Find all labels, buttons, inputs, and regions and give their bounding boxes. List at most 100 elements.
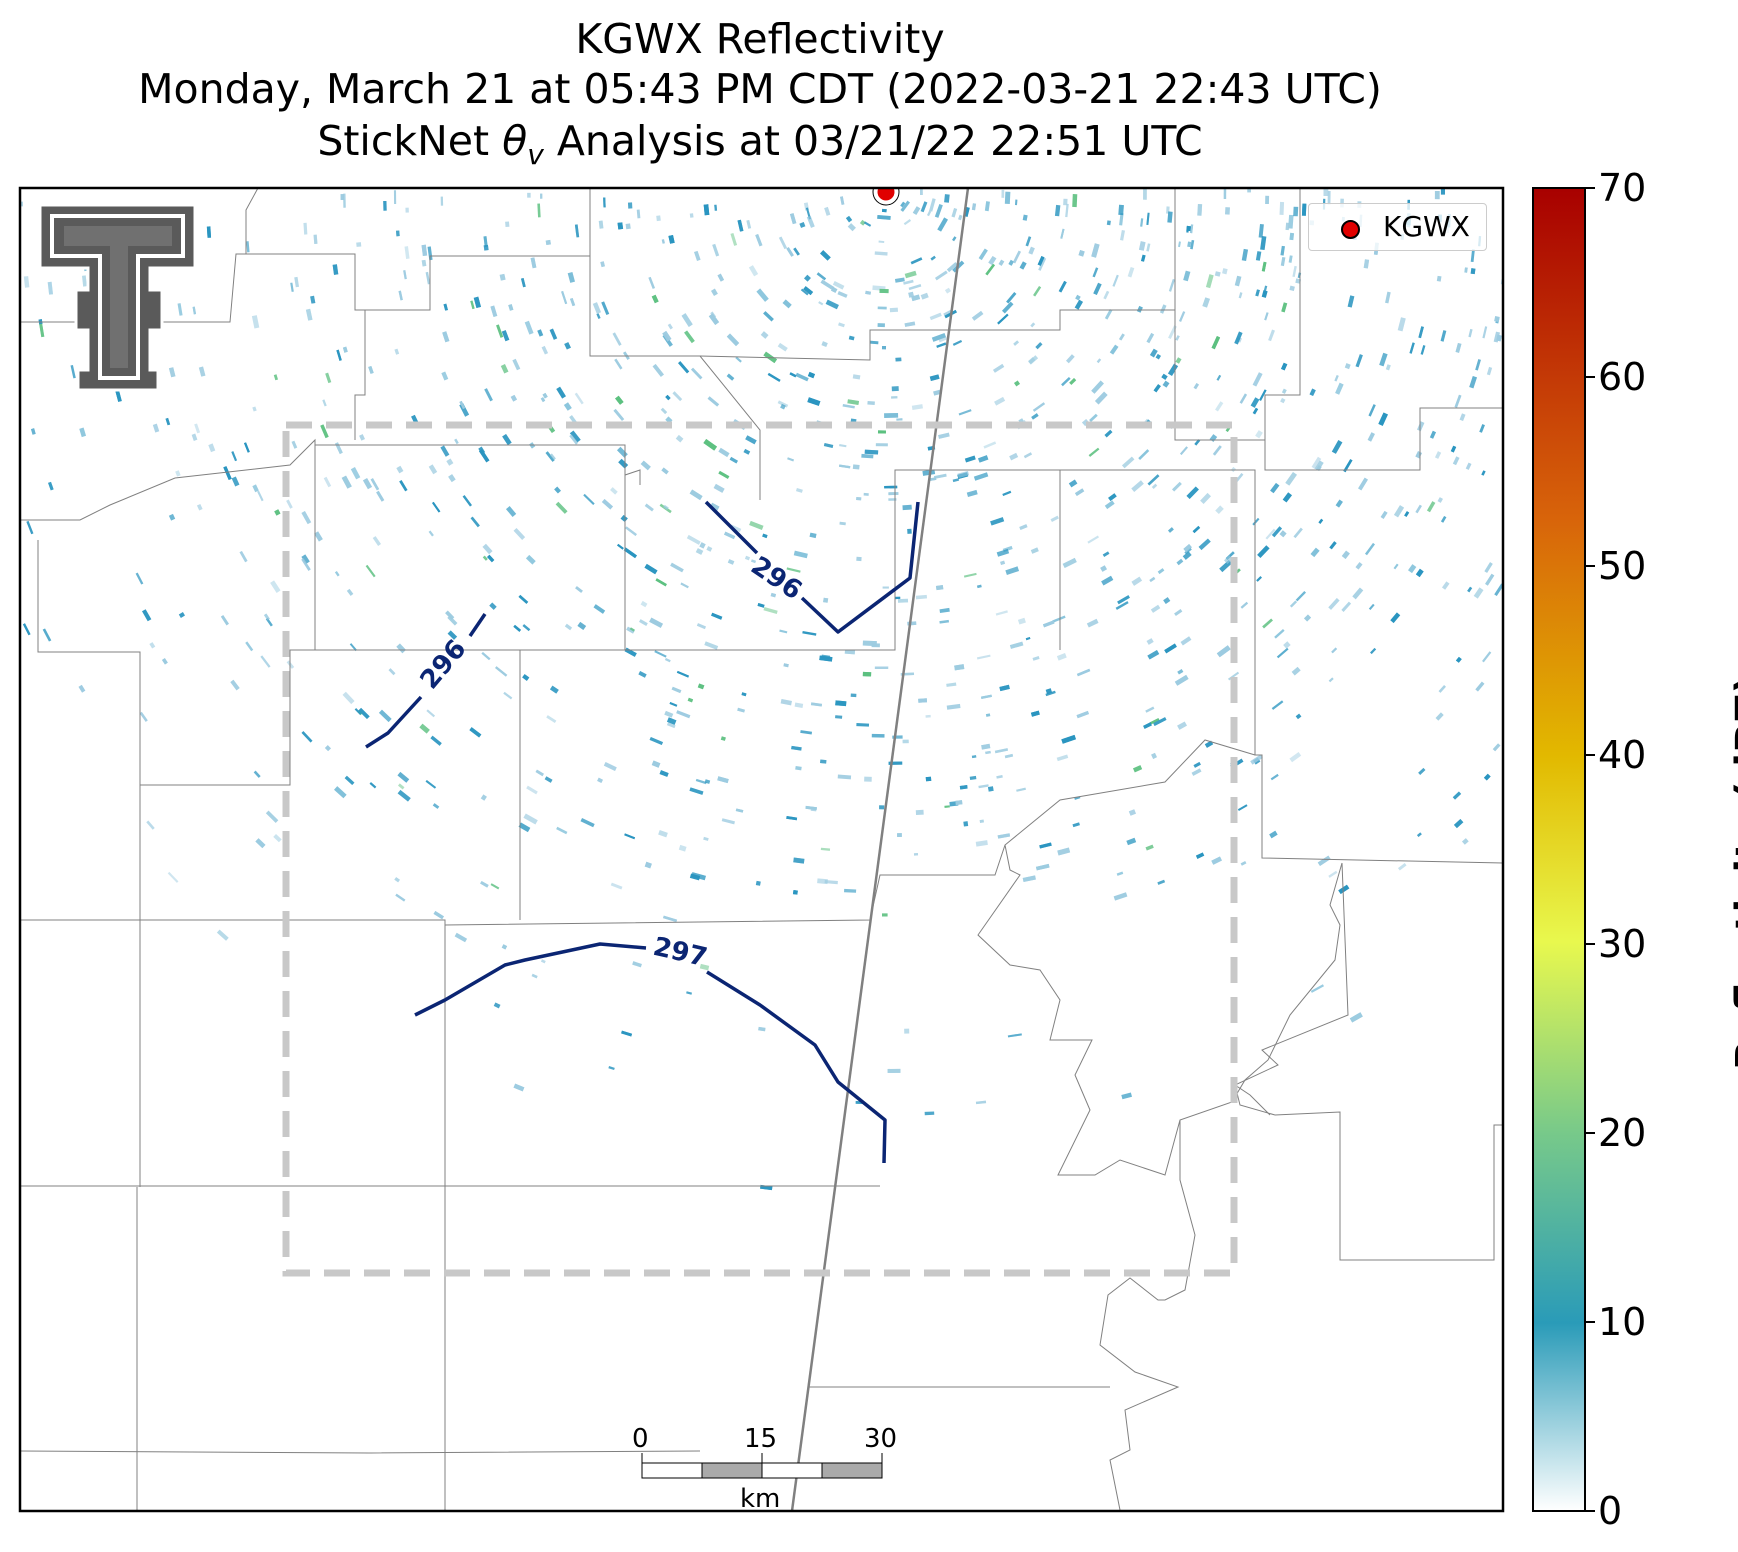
echo-bin (689, 787, 704, 795)
echo-bin (1420, 345, 1426, 355)
echo-bin (852, 464, 860, 470)
echo-bin (1192, 525, 1201, 534)
theta-v-contours (365, 500, 920, 1164)
echo-bin (660, 407, 668, 415)
echo-bin (1164, 643, 1177, 654)
echo-bin (666, 722, 676, 729)
echo-bin (1160, 304, 1167, 314)
echo-bin (446, 458, 454, 466)
echo-bin (1239, 393, 1247, 404)
echo-bin (919, 188, 923, 196)
echo-bin (1028, 355, 1039, 365)
echo-bin (1316, 465, 1322, 471)
echo-bin (1335, 499, 1343, 508)
echo-bin (1310, 984, 1324, 993)
echo-bin (1379, 352, 1388, 367)
echo-bin (887, 1068, 901, 1073)
echo-bin (577, 621, 587, 631)
echo-bin (243, 442, 250, 453)
echo-bin (1066, 354, 1075, 364)
echo-bin (997, 833, 1011, 839)
analysis-domain-box (282, 421, 1238, 1277)
echo-bin (1415, 451, 1423, 459)
echo-bin (1270, 482, 1280, 494)
echo-bin (1089, 413, 1098, 423)
colorbar-tick-label: 10 (1598, 1300, 1647, 1344)
echo-bin (419, 723, 430, 734)
echo-bin (294, 276, 300, 288)
echo-bin (544, 776, 553, 783)
echo-bin (1281, 362, 1288, 371)
echo-bin (920, 201, 928, 213)
echo-bin (979, 819, 985, 823)
echo-bin (644, 563, 658, 575)
echo-bin (639, 619, 648, 626)
echo-bin (255, 838, 266, 849)
echo-bin (79, 427, 87, 438)
echo-bin (1087, 535, 1100, 544)
echo-bin (820, 759, 827, 764)
echo-bin (985, 750, 991, 755)
echo-bin (839, 444, 847, 448)
echo-bin (1031, 413, 1039, 420)
echo-bin (432, 501, 441, 513)
echo-bin (779, 629, 788, 634)
echo-bin (518, 594, 529, 604)
echo-bin (897, 833, 902, 837)
echo-bin (1172, 481, 1182, 492)
echo-bin (1004, 191, 1011, 205)
echo-bin (397, 771, 410, 783)
echo-bin (1475, 359, 1481, 371)
echo-bin (831, 286, 838, 293)
echo-bin (1146, 638, 1154, 645)
echo-bin (881, 208, 887, 213)
echo-bin (522, 624, 531, 632)
echo-bin (445, 610, 455, 620)
echo-bin (440, 196, 444, 206)
echo-bin (1056, 754, 1069, 762)
echo-bin (920, 292, 929, 300)
echo-bin (398, 290, 403, 301)
echo-bin (1390, 612, 1401, 624)
echo-bin (713, 483, 725, 493)
echo-bin (1452, 456, 1460, 466)
echo-bin (1167, 363, 1179, 376)
echo-bin (817, 878, 828, 885)
echo-bin (1464, 267, 1468, 273)
echo-bin (1409, 342, 1415, 354)
echo-bin (675, 434, 684, 443)
echo-bin (82, 275, 87, 287)
scale-bar-tick-0: 0 (632, 1424, 649, 1454)
echo-bin (795, 372, 809, 382)
echo-bin (603, 197, 606, 208)
echo-bin (208, 443, 216, 453)
echo-bin (874, 251, 888, 256)
echo-bin (1404, 511, 1410, 517)
echo-bin (678, 844, 687, 852)
echo-bin (561, 291, 568, 305)
echo-bin (527, 192, 531, 198)
echo-bin (934, 203, 943, 218)
echo-bin (856, 723, 870, 727)
echo-bin (649, 617, 663, 628)
echo-bin (1318, 518, 1324, 524)
echo-bin (545, 239, 551, 246)
echo-bin (780, 403, 786, 410)
echo-bin (26, 520, 34, 535)
echo-bin (541, 345, 549, 355)
echo-bin (823, 597, 829, 603)
echo-bin (430, 735, 442, 746)
echo-bin (800, 288, 809, 296)
contour-label: 296 (745, 551, 807, 606)
echo-bin (253, 770, 261, 778)
echo-bin (640, 600, 648, 608)
echo-bin (745, 435, 757, 445)
echo-bin (1146, 243, 1151, 252)
echo-bin (1126, 837, 1137, 846)
echo-bin (1261, 261, 1267, 272)
echo-bin (938, 432, 950, 439)
echo-bin (425, 779, 437, 789)
scale-bar (641, 1453, 883, 1479)
echo-bin (663, 915, 678, 923)
echo-bin (1355, 562, 1363, 570)
